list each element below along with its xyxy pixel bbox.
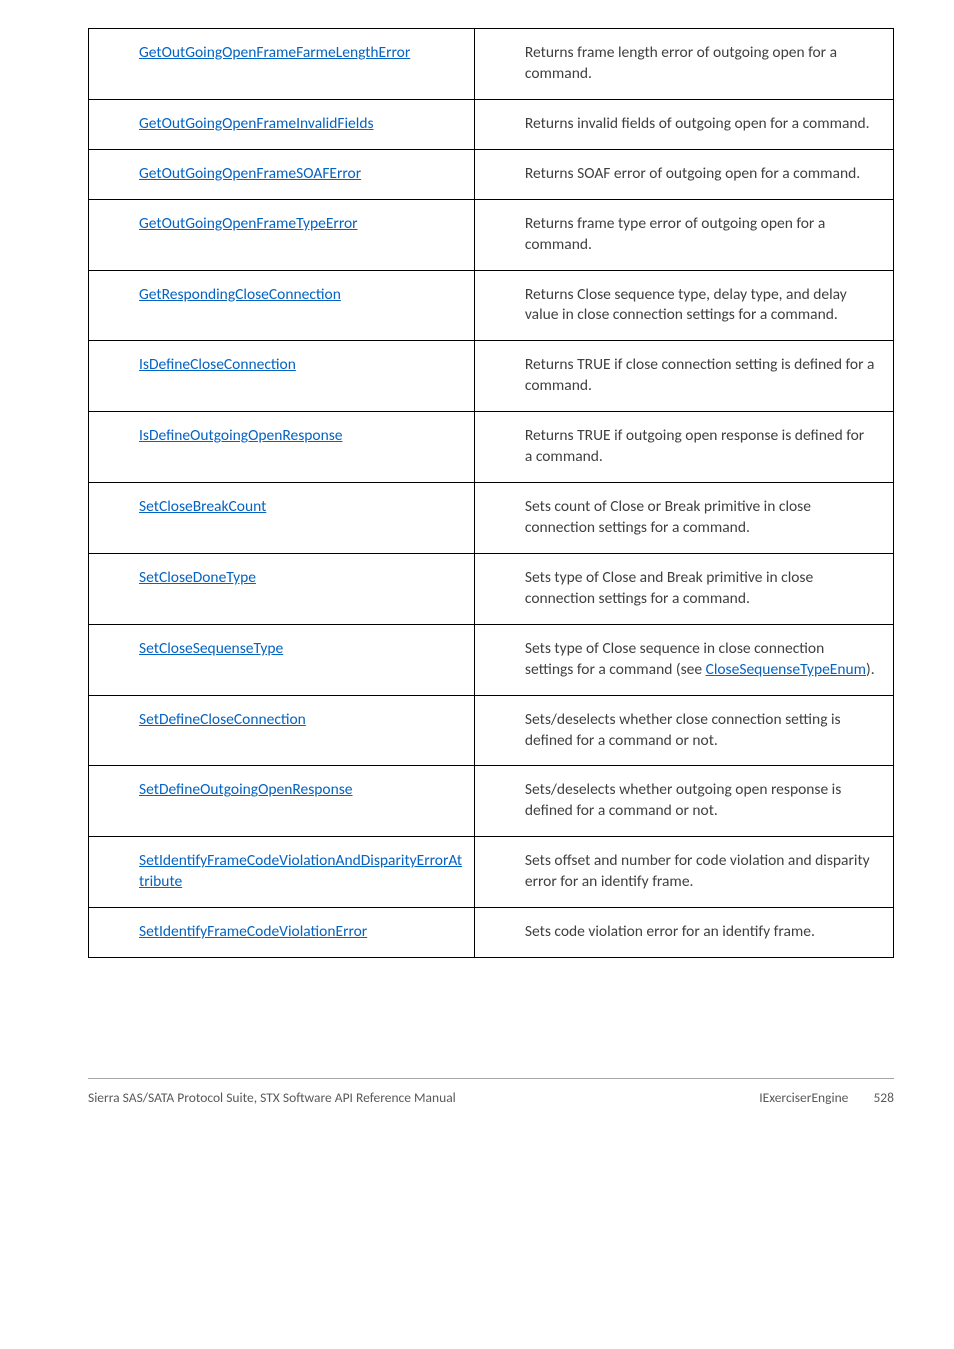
- table-row: SetCloseSequenseType Sets type of Close …: [89, 625, 893, 696]
- table-row: GetRespondingCloseConnection Returns Clo…: [89, 271, 893, 342]
- footer-left-text: Sierra SAS/SATA Protocol Suite, STX Soft…: [88, 1089, 456, 1106]
- method-link[interactable]: GetOutGoingOpenFrameFarmeLengthError: [139, 43, 410, 62]
- method-link[interactable]: GetOutGoingOpenFrameInvalidFields: [139, 114, 374, 133]
- table-row: SetCloseBreakCount Sets count of Close o…: [89, 483, 893, 554]
- method-link[interactable]: SetDefineOutgoingOpenResponse: [139, 780, 353, 799]
- method-description: Returns frame type error of outgoing ope…: [525, 214, 825, 254]
- method-description: Sets/deselects whether close connection …: [525, 710, 841, 750]
- table-row: SetDefineCloseConnection Sets/deselects …: [89, 696, 893, 767]
- method-description-post: ).: [866, 660, 875, 679]
- method-description: Sets/deselects whether outgoing open res…: [525, 780, 841, 820]
- table-row: SetIdentifyFrameCodeViolationError Sets …: [89, 908, 893, 957]
- method-description: Sets count of Close or Break primitive i…: [525, 497, 811, 537]
- method-description: Returns frame length error of outgoing o…: [525, 43, 837, 83]
- method-link[interactable]: SetCloseDoneType: [139, 568, 256, 587]
- method-description: Returns Close sequence type, delay type,…: [525, 285, 847, 325]
- table-row: GetOutGoingOpenFrameTypeError Returns fr…: [89, 200, 893, 271]
- method-link[interactable]: SetCloseBreakCount: [139, 497, 266, 516]
- method-link[interactable]: IsDefineOutgoingOpenResponse: [139, 426, 343, 445]
- method-link[interactable]: GetOutGoingOpenFrameTypeError: [139, 214, 358, 233]
- api-methods-table: GetOutGoingOpenFrameFarmeLengthError Ret…: [88, 28, 894, 958]
- table-row: GetOutGoingOpenFrameSOAFError Returns SO…: [89, 150, 893, 200]
- method-link[interactable]: SetIdentifyFrameCodeViolationAndDisparit…: [139, 851, 462, 891]
- footer-section-label: IExerciserEngine: [759, 1089, 848, 1106]
- method-link[interactable]: SetIdentifyFrameCodeViolationError: [139, 922, 367, 941]
- method-link[interactable]: SetCloseSequenseType: [139, 639, 283, 658]
- method-description: Returns invalid fields of outgoing open …: [525, 114, 870, 133]
- page-footer: Sierra SAS/SATA Protocol Suite, STX Soft…: [88, 1078, 894, 1106]
- method-link[interactable]: IsDefineCloseConnection: [139, 355, 296, 374]
- table-row: IsDefineOutgoingOpenResponse Returns TRU…: [89, 412, 893, 483]
- method-description: Sets offset and number for code violatio…: [525, 851, 870, 891]
- page-number: 528: [873, 1089, 894, 1106]
- table-row: GetOutGoingOpenFrameInvalidFields Return…: [89, 100, 893, 150]
- table-row: GetOutGoingOpenFrameFarmeLengthError Ret…: [89, 29, 893, 100]
- method-link[interactable]: GetRespondingCloseConnection: [139, 285, 341, 304]
- method-link[interactable]: SetDefineCloseConnection: [139, 710, 306, 729]
- method-description: Returns TRUE if close connection setting…: [525, 355, 875, 395]
- method-description: Returns TRUE if outgoing open response i…: [525, 426, 864, 466]
- table-row: SetIdentifyFrameCodeViolationAndDisparit…: [89, 837, 893, 908]
- enum-link[interactable]: CloseSequenseTypeEnum: [706, 660, 866, 679]
- method-link[interactable]: GetOutGoingOpenFrameSOAFError: [139, 164, 361, 183]
- table-row: SetCloseDoneType Sets type of Close and …: [89, 554, 893, 625]
- method-description: Returns SOAF error of outgoing open for …: [525, 164, 860, 183]
- table-row: SetDefineOutgoingOpenResponse Sets/desel…: [89, 766, 893, 837]
- table-row: IsDefineCloseConnection Returns TRUE if …: [89, 341, 893, 412]
- method-description: Sets code violation error for an identif…: [525, 922, 815, 941]
- method-description: Sets type of Close and Break primitive i…: [525, 568, 813, 608]
